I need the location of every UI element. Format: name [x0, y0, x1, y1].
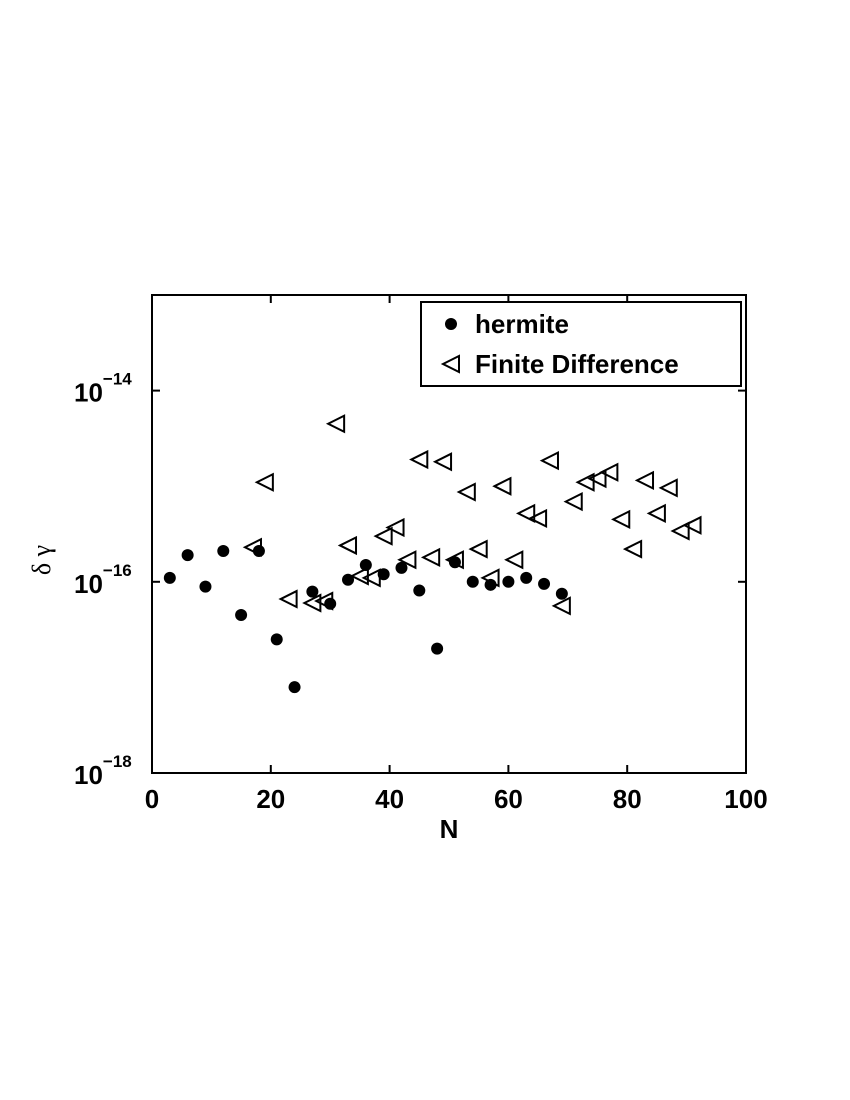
x-axis-label: N: [440, 814, 459, 844]
legend-label: hermite: [475, 309, 569, 339]
y-tick-base: 10: [74, 377, 103, 407]
point: [468, 539, 488, 559]
point: [254, 472, 274, 492]
point: [337, 535, 358, 556]
point: [361, 568, 381, 588]
point: [217, 544, 230, 557]
point: [397, 550, 417, 570]
y-tick-label: 10−16: [74, 561, 132, 598]
legend-marker: [445, 318, 457, 330]
point: [444, 550, 464, 570]
y-tick-exponent: −16: [103, 561, 132, 580]
point: [599, 462, 619, 482]
point: [492, 476, 512, 496]
point: [385, 517, 405, 538]
point: [575, 472, 595, 492]
point: [413, 584, 426, 597]
point: [409, 449, 429, 470]
x-tick-label: 40: [375, 784, 404, 814]
x-tick-label: 20: [256, 784, 285, 814]
point: [270, 633, 283, 646]
point: [539, 451, 559, 471]
point: [325, 414, 346, 434]
point: [658, 478, 678, 498]
point: [563, 491, 583, 512]
point: [622, 539, 643, 559]
point: [538, 577, 551, 590]
x-tick-label: 0: [145, 784, 159, 814]
point: [432, 452, 453, 472]
y-tick-base: 10: [74, 760, 103, 790]
point: [504, 550, 524, 570]
point: [314, 591, 334, 611]
point: [646, 503, 666, 523]
y-tick-exponent: −18: [103, 752, 132, 771]
point: [278, 589, 298, 609]
x-tick-label: 80: [613, 784, 642, 814]
point: [242, 537, 262, 557]
legend-box: [420, 301, 742, 387]
x-tick-label: 100: [724, 784, 767, 814]
y-tick-base: 10: [74, 569, 103, 599]
point: [163, 571, 176, 584]
point: [520, 571, 533, 584]
y-axis-label: δ γ: [27, 545, 56, 575]
point: [587, 469, 607, 489]
y-tick-exponent: −14: [103, 370, 132, 389]
point: [527, 508, 548, 529]
point: [420, 547, 441, 568]
point: [670, 521, 690, 541]
point: [484, 578, 497, 591]
point: [395, 561, 408, 574]
y-tick-label: 10−18: [74, 752, 132, 789]
point: [555, 587, 568, 600]
point: [551, 596, 571, 616]
y-tick-label: 10−14: [74, 370, 132, 407]
point: [235, 608, 248, 621]
point: [480, 568, 500, 588]
point: [431, 642, 444, 655]
x-tick-label: 60: [494, 784, 523, 814]
point: [181, 549, 194, 562]
legend-label: Finite Difference: [475, 349, 679, 379]
legend-marker: [440, 354, 460, 374]
point: [342, 573, 355, 586]
point: [456, 482, 476, 502]
point: [466, 575, 479, 588]
point: [373, 526, 393, 546]
point: [306, 585, 319, 598]
point: [199, 580, 212, 593]
point: [502, 575, 515, 588]
point: [682, 515, 702, 535]
plot-area: [151, 294, 747, 774]
point: [288, 681, 301, 694]
point: [515, 503, 536, 523]
point: [611, 509, 631, 529]
point: [634, 470, 655, 491]
